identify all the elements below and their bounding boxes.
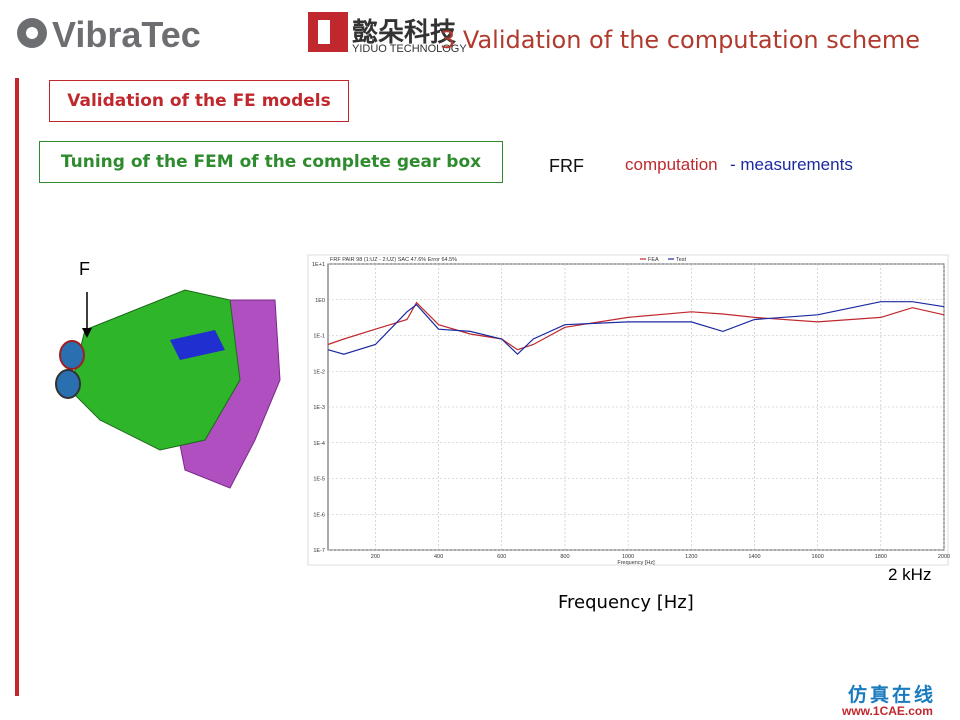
section-box: Validation of the FE models xyxy=(49,80,349,122)
range-caption: 2 kHz xyxy=(888,565,932,584)
legend-computation: computation xyxy=(625,155,718,174)
y-tick-label: 1E-5 xyxy=(313,477,325,483)
plot-title: FRF PAIR 98 (1:UZ - 2:UZ) SAC 47.6% Erro… xyxy=(330,257,457,263)
x-tick-label: 2000 xyxy=(938,554,950,560)
brand-name: 懿朵科技 xyxy=(352,18,457,48)
legend-label: Test xyxy=(676,257,687,263)
frf-label: FRF xyxy=(549,156,584,176)
y-tick-label: 1E-4 xyxy=(313,441,325,447)
x-tick-label: 600 xyxy=(497,554,506,560)
gearbox-model xyxy=(55,289,281,489)
series-line xyxy=(327,301,945,356)
force-label: F xyxy=(79,259,90,279)
brand-subtitle: YIDUO TECHNOLOGY xyxy=(352,43,467,55)
x-tick-label: 1400 xyxy=(748,554,760,560)
legend-measurements: - measurements xyxy=(730,155,853,174)
y-tick-label: 1E+1 xyxy=(312,262,325,268)
logo-icon xyxy=(26,27,38,39)
legend-label: FEA xyxy=(648,257,659,263)
x-tick-label: 400 xyxy=(434,554,443,560)
x-axis-label: Frequency [Hz] xyxy=(617,560,655,566)
y-tick-label: 1E0 xyxy=(315,298,325,304)
watermark-url: www.1CAE.com xyxy=(842,704,933,718)
x-tick-label: 200 xyxy=(371,554,380,560)
x-tick-label: 1200 xyxy=(685,554,697,560)
logo-text: VibraTec xyxy=(52,14,201,55)
slide-title: 3 Validation of the computation scheme xyxy=(440,26,921,54)
brand-icon xyxy=(318,20,330,44)
accent-bar xyxy=(15,78,19,696)
frf-plot: FRF PAIR 98 (1:UZ - 2:UZ) SAC 47.6% Erro… xyxy=(312,257,950,566)
x-tick-label: 1800 xyxy=(875,554,887,560)
series-line xyxy=(327,301,945,351)
y-tick-label: 1E-1 xyxy=(313,334,325,340)
y-tick-label: 1E-6 xyxy=(313,512,325,518)
section-box: Tuning of the FEM of the complete gear b… xyxy=(39,141,503,183)
x-caption: Frequency [Hz] xyxy=(558,592,694,613)
x-tick-label: 1000 xyxy=(622,554,634,560)
y-tick-label: 1E-2 xyxy=(313,369,325,375)
watermark: 仿真在线 xyxy=(848,684,937,706)
x-tick-label: 800 xyxy=(560,554,569,560)
y-tick-label: 1E-3 xyxy=(313,405,325,411)
x-tick-label: 1600 xyxy=(812,554,824,560)
y-tick-label: 1E-7 xyxy=(313,548,325,554)
